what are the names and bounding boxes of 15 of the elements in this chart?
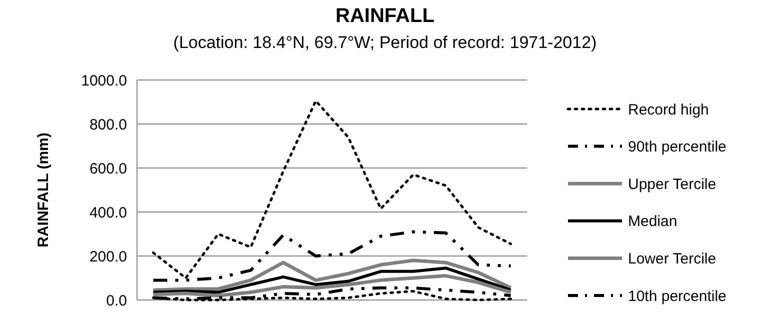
legend-label: Record high <box>628 101 709 118</box>
y-tick-label: 800.0 <box>89 116 127 134</box>
y-axis-title: RAINFALL (mm) <box>35 132 52 248</box>
legend-label: Median <box>628 213 678 230</box>
y-tick-label: 200.0 <box>89 248 127 266</box>
y-tick-label: 1000.0 <box>81 72 127 90</box>
chart-subtitle: (Location: 18.4°N, 69.7°W; Period of record: 1971-2012) <box>173 33 597 52</box>
chart-title: RAINFALL <box>336 5 434 27</box>
y-tick-label: 0.0 <box>106 292 127 310</box>
y-tick-label: 600.0 <box>89 160 127 178</box>
legend-label: Upper Tercile <box>628 176 716 193</box>
y-tick-label: 400.0 <box>89 204 127 222</box>
legend-label: Lower Tercile <box>628 250 716 268</box>
legend-label: 10th percentile <box>628 288 726 305</box>
legend-label: 90th percentile <box>628 138 726 156</box>
